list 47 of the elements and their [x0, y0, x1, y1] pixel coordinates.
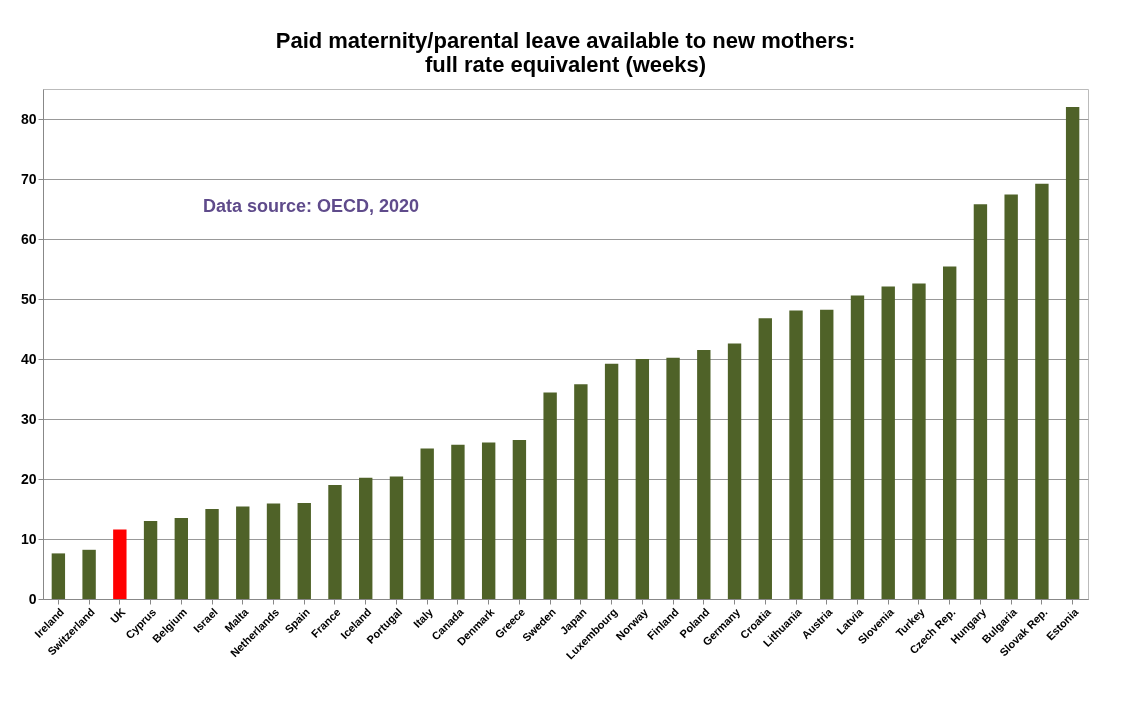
bar [697, 350, 711, 599]
bar [266, 503, 281, 599]
bar [451, 444, 465, 599]
y-tick-label: 30 [20, 410, 37, 427]
bar [543, 392, 557, 599]
bar [143, 521, 158, 599]
y-tick-label: 0 [28, 590, 37, 607]
bar [297, 503, 311, 599]
y-tick-label: 40 [20, 350, 37, 367]
bar [604, 363, 619, 599]
bar [727, 343, 742, 599]
bar [789, 310, 803, 599]
bar [574, 384, 588, 599]
bar [174, 518, 188, 599]
bar [635, 359, 650, 599]
bar [51, 553, 66, 599]
x-tick-label: UK [107, 605, 128, 626]
bar [1035, 183, 1049, 599]
bar [113, 529, 127, 599]
text: Paid maternity/parental leave available to new mothers: [275, 28, 856, 53]
bar [481, 442, 496, 599]
bar [359, 477, 373, 599]
bar [912, 283, 926, 599]
bar [420, 448, 434, 599]
bar [236, 506, 250, 599]
bar [205, 509, 219, 599]
y-tick-label: 70 [20, 170, 37, 187]
bar [881, 286, 895, 599]
bar [850, 295, 865, 599]
text: full rate equivalent (weeks) [424, 52, 707, 77]
bar [328, 485, 342, 599]
bar [973, 204, 988, 599]
bar [666, 357, 680, 599]
bar [82, 549, 96, 599]
bar [943, 266, 957, 599]
bar [512, 440, 527, 599]
bar [758, 318, 772, 599]
bar [1065, 107, 1080, 599]
bar [1004, 194, 1018, 599]
y-tick-label: 10 [20, 530, 37, 547]
y-tick-label: 20 [20, 470, 37, 487]
y-tick-label: 80 [20, 110, 37, 127]
bar [389, 476, 404, 599]
y-tick-label: 60 [20, 230, 37, 247]
annotation: Data source: OECD, 2020 [203, 196, 420, 216]
bar [820, 309, 834, 599]
y-tick-label: 50 [20, 290, 37, 307]
